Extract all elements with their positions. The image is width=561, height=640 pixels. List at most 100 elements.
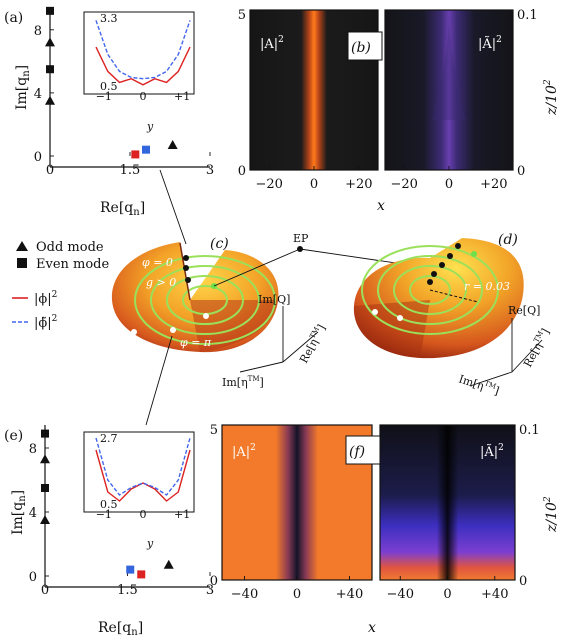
panel-a-inset-frame <box>83 11 195 95</box>
a_inset-xtick-label: −1 <box>96 90 112 103</box>
f-xtick-label: +40 <box>336 587 363 602</box>
e-odd-mode-point <box>163 559 174 569</box>
b-xtick-label: 0 <box>310 177 318 192</box>
panel-a-inset-lines <box>95 20 191 86</box>
panel-f-xlabel: x <box>368 620 376 636</box>
panel-d-axis-q: Re[Q] <box>508 304 540 317</box>
b-xtick-label: −20 <box>255 177 282 192</box>
f-xtick-label: −40 <box>387 587 414 602</box>
panel-d-contours <box>361 245 499 335</box>
panel-d: r = 0.03 (d) Re[Q] Im[ηTM] Re[ηTM] <box>353 232 552 398</box>
panel-b-label: (b) <box>351 40 371 56</box>
panel-f-label: (f) <box>349 444 365 460</box>
panel-a-ylabel: Im[qn] <box>14 65 32 110</box>
e-odd-mode-point <box>40 515 50 524</box>
panel-a: (a) 0 1.5 3 0 4 8 Re[qn] Im[qn] −1 0 +1 0.5 3.3 y <box>4 6 214 218</box>
b-ztick-label: 0 <box>517 164 525 179</box>
panel-d-radius: r = 0.03 <box>464 280 510 293</box>
panel-a-ticks: 0 1.5 3 0 4 8 <box>34 24 214 178</box>
e_inset-xtick-label: 0 <box>140 508 147 521</box>
e-even-square-point <box>41 484 49 492</box>
panel-b-label-box <box>347 31 383 61</box>
a-odd-mode-point <box>167 139 178 149</box>
panel-a-xlabel: Re[qn] <box>100 200 145 218</box>
e-ytick-label: 0 <box>29 570 37 585</box>
ep-label: EP <box>293 232 309 245</box>
b-xtick-label: −20 <box>390 177 417 192</box>
a-ytick-label: 4 <box>34 87 42 102</box>
a-odd-mode-point <box>45 37 55 47</box>
panel-f-left-title: |A|2 <box>232 443 256 460</box>
panel-d-label: (d) <box>498 232 518 248</box>
e-xtick-label: 0 <box>41 583 49 598</box>
panel-c-phi0: φ = 0 <box>142 256 173 269</box>
legend-odd-marker <box>16 241 28 251</box>
panel-e-inset: −1 0 +1 0.5 2.7 y <box>83 431 195 550</box>
panel-b-right-title: |Ã|2 <box>478 35 502 52</box>
a-ytick-label: 0 <box>34 150 42 165</box>
e_inset-xtick-label: −1 <box>96 508 112 521</box>
legend-dashed-text: |ϕ̃|2 <box>34 314 57 331</box>
e-red-square-point <box>137 570 146 579</box>
f-ytick-label: 5 <box>210 423 218 438</box>
panel-a-marks <box>45 6 178 159</box>
e-odd-mode-point <box>40 454 50 464</box>
panel-c-points <box>131 255 217 335</box>
panel-e-xlabel: Re[qn] <box>98 620 143 638</box>
e-even-square-point <box>41 429 49 438</box>
panel-e-label: (e) <box>4 428 23 444</box>
panel-e-ylabel: Im[qn] <box>10 490 28 535</box>
panel-d-points <box>372 243 477 321</box>
a_inset-solid-curve <box>95 46 191 86</box>
e_inset-xtick-label: +1 <box>174 508 190 521</box>
f-xtick-label: −40 <box>231 587 258 602</box>
panel-a-inset: −1 0 +1 0.5 3.3 y <box>83 11 195 133</box>
legend-solid-text: |ϕ|2 <box>34 290 57 307</box>
panel-b-right-cone <box>432 10 466 120</box>
a_inset-ytick-label: 3.3 <box>100 12 118 25</box>
panel-a-inset-ticks: −1 0 +1 0.5 3.3 <box>96 12 191 103</box>
f-xtick-label: 0 <box>443 587 451 602</box>
panel-c-cut <box>179 242 191 301</box>
legend-even-text: Even mode <box>36 257 110 272</box>
panel-e-marks <box>40 429 174 579</box>
panel-b-zlabel: z/102 <box>543 79 560 116</box>
panel-c-axis-q: Im[Q] <box>258 293 290 306</box>
b-ztick-label: 0.1 <box>517 8 538 23</box>
e-ytick-label: 8 <box>29 442 37 457</box>
b-xtick-label: 0 <box>445 177 453 192</box>
panel-e-inset-xlabel: y <box>146 537 154 550</box>
panel-c: φ = 0 g > 0 φ = π g < 0 (c) Im[Q] Im[ηTM… <box>111 236 328 389</box>
a-even-square-point <box>46 6 54 15</box>
b-xtick-label: +20 <box>480 177 507 192</box>
panel-d-radius-line <box>429 289 479 303</box>
panel-f-right-notch <box>380 425 515 580</box>
a_inset-xtick-label: +1 <box>174 90 190 103</box>
panel-e-inset-ticks: −1 0 +1 0.5 2.7 <box>96 432 191 521</box>
a_inset-ytick-label: 0.5 <box>100 80 118 93</box>
panel-b-right-map <box>385 10 513 170</box>
panel-c-phipi: φ = π <box>180 336 212 349</box>
panel-d-shadow <box>353 300 430 358</box>
e-xtick-label: 1.5 <box>117 583 138 598</box>
panel-c-axis-reeta: Re[ηTM] <box>296 322 328 366</box>
a-red-square-point <box>131 150 140 159</box>
panel-f-label-box <box>345 435 381 465</box>
panel-a-label: (a) <box>4 10 23 26</box>
a_inset-dashed-curve <box>95 20 191 80</box>
f-xtick-label: 0 <box>293 587 301 602</box>
a-xtick-label: 3 <box>206 163 214 178</box>
panel-c-gneg: g < 0 <box>156 350 186 363</box>
e-xtick-label: 3 <box>206 583 214 598</box>
panel-c-label: (c) <box>210 236 229 252</box>
panel-c-gpos: g > 0 <box>146 276 176 289</box>
legend-even-marker <box>17 258 27 268</box>
e-blue-square-point <box>126 565 135 574</box>
a-odd-mode-point <box>45 95 55 105</box>
e-ytick-label: 4 <box>29 506 37 521</box>
a-blue-square-point <box>142 145 150 154</box>
f-ztick-label: 0 <box>519 574 527 589</box>
e_inset-ytick-label: 0.5 <box>100 498 118 511</box>
panel-d-axis-reeta: Re[ηTM] <box>520 326 552 370</box>
